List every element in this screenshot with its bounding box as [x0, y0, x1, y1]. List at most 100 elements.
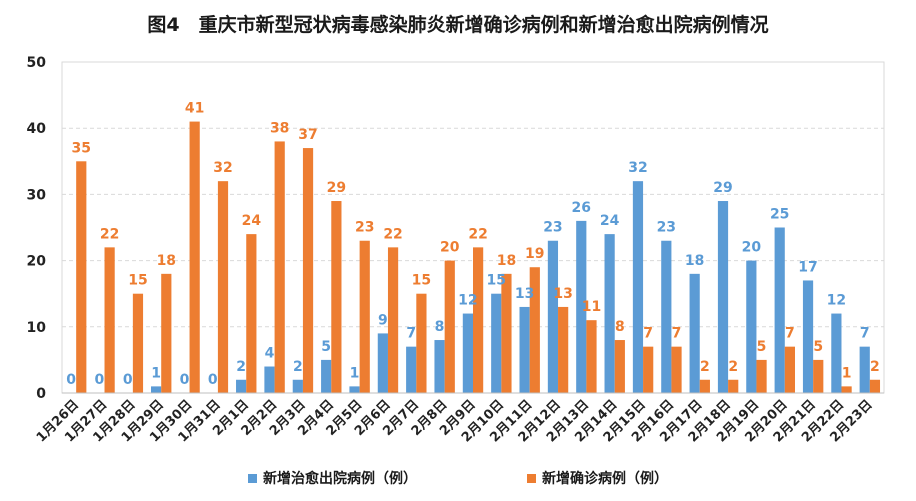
data-label: 20 — [742, 240, 762, 256]
legend-label-recovered: 新增治愈出院病例（例） — [263, 471, 417, 487]
data-label: 29 — [713, 180, 732, 196]
data-label: 7 — [785, 326, 795, 342]
y-axis: 0 10 20 30 40 50 — [27, 55, 47, 402]
data-labels: 0350220151180410322244382375291239227158… — [66, 101, 880, 388]
y-tick-label: 50 — [27, 55, 47, 71]
bar — [76, 161, 87, 393]
data-label: 41 — [185, 101, 204, 117]
data-label: 20 — [440, 240, 460, 256]
bar — [632, 181, 644, 393]
bar — [869, 379, 881, 393]
bar — [473, 247, 484, 393]
bar — [236, 379, 247, 393]
legend: 新增治愈出院病例（例） 新增确诊病例（例） — [0, 468, 916, 488]
bar — [728, 379, 739, 393]
bar — [831, 313, 842, 393]
data-label: 0 — [95, 372, 105, 388]
bar — [246, 234, 257, 393]
data-label: 13 — [553, 286, 572, 302]
bar — [813, 359, 824, 393]
bar — [161, 273, 172, 393]
bar — [756, 359, 767, 393]
bar — [699, 379, 710, 393]
data-label: 9 — [378, 312, 388, 328]
data-label: 25 — [770, 207, 789, 223]
data-label: 22 — [383, 226, 402, 242]
legend-label-confirmed: 新增确诊病例（例） — [542, 471, 668, 487]
bar — [576, 220, 587, 393]
data-label: 22 — [468, 226, 487, 242]
bar — [802, 280, 814, 393]
bar — [774, 227, 785, 393]
bar — [274, 141, 285, 393]
data-label: 23 — [657, 220, 676, 236]
data-label: 8 — [615, 319, 625, 335]
data-label: 7 — [672, 326, 682, 342]
bar — [689, 273, 700, 393]
y-tick-label: 20 — [27, 254, 47, 270]
bar — [349, 386, 360, 393]
data-label: 11 — [582, 299, 601, 315]
bar — [717, 201, 729, 393]
y-tick-label: 10 — [27, 320, 47, 336]
bar — [746, 260, 757, 393]
bar — [784, 346, 795, 393]
data-label: 0 — [66, 372, 76, 388]
bar — [331, 201, 342, 393]
data-label: 15 — [412, 273, 431, 289]
data-label: 4 — [265, 346, 275, 362]
bar — [462, 313, 473, 393]
data-label: 18 — [497, 253, 516, 269]
data-label: 12 — [827, 293, 846, 309]
data-label: 32 — [628, 160, 647, 176]
bar — [416, 293, 427, 393]
bar — [302, 148, 314, 393]
bar — [841, 386, 852, 393]
data-label: 0 — [208, 372, 218, 388]
data-label: 5 — [757, 339, 767, 355]
data-label: 1 — [842, 365, 852, 381]
data-label: 23 — [543, 220, 562, 236]
bar — [377, 333, 388, 393]
data-label: 18 — [685, 253, 704, 269]
data-label: 2 — [293, 359, 303, 375]
bar — [189, 121, 200, 393]
bar — [519, 306, 530, 393]
bar — [104, 247, 115, 393]
bar — [501, 273, 512, 393]
bar — [643, 346, 654, 393]
bar — [586, 320, 597, 393]
bar — [321, 359, 332, 393]
data-label: 18 — [157, 253, 176, 269]
chart-title: 图4 重庆市新型冠状病毒感染肺炎新增确诊病例和新增治愈出院病例情况 — [147, 14, 769, 36]
bar — [264, 366, 275, 393]
bar — [387, 247, 399, 393]
data-label: 2 — [700, 359, 710, 375]
y-tick-label: 30 — [27, 187, 47, 203]
data-label: 38 — [270, 120, 289, 136]
bar — [444, 260, 455, 393]
bar — [151, 386, 162, 393]
bar — [434, 340, 445, 393]
bar — [614, 340, 625, 393]
data-label: 7 — [643, 326, 653, 342]
data-label: 26 — [572, 200, 591, 216]
data-label: 24 — [242, 213, 262, 229]
data-label: 37 — [298, 127, 317, 143]
data-label: 12 — [458, 293, 477, 309]
data-label: 2 — [728, 359, 738, 375]
bar — [132, 293, 144, 393]
data-label: 0 — [123, 372, 133, 388]
data-label: 15 — [128, 273, 147, 289]
data-label: 35 — [72, 140, 91, 156]
data-label: 7 — [406, 326, 416, 342]
data-label: 1 — [151, 365, 161, 381]
bars — [76, 121, 881, 393]
bar — [547, 240, 559, 393]
data-label: 17 — [798, 259, 817, 275]
bar — [529, 267, 540, 393]
data-label: 13 — [515, 286, 534, 302]
bar — [292, 379, 303, 393]
legend-item-confirmed: 新增确诊病例（例） — [527, 468, 668, 488]
